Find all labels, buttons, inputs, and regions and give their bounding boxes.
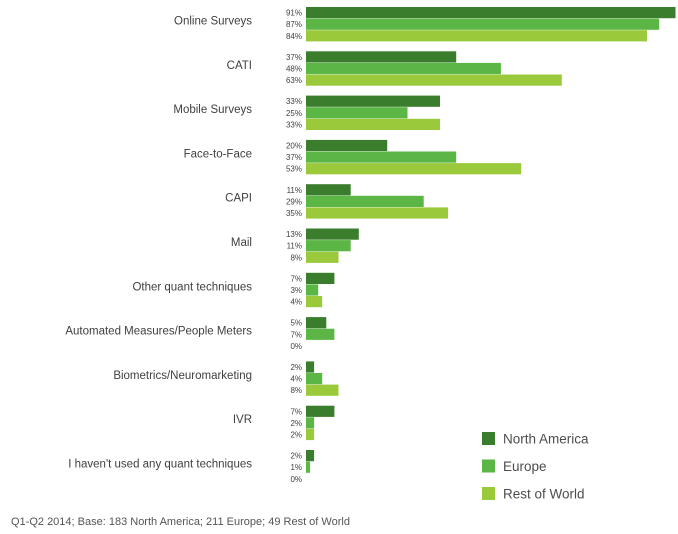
bar — [306, 51, 457, 63]
bar — [306, 450, 315, 462]
legend-swatch — [482, 432, 495, 445]
bar — [306, 428, 315, 441]
bar — [306, 461, 311, 473]
data-label: 33% — [286, 120, 302, 129]
data-label: 53% — [286, 165, 302, 174]
data-label: 5% — [290, 319, 302, 328]
data-label: 20% — [286, 142, 302, 151]
data-label: 2% — [290, 452, 302, 461]
data-label: 33% — [286, 97, 302, 106]
bar — [306, 251, 339, 263]
bar — [306, 373, 323, 385]
data-label: 37% — [286, 153, 302, 162]
category-label: CATI — [227, 60, 252, 72]
data-label: 7% — [290, 330, 302, 339]
bar — [306, 317, 327, 329]
data-label: 4% — [290, 298, 302, 307]
bar — [306, 328, 335, 340]
bar — [306, 18, 660, 30]
data-label: 25% — [286, 109, 302, 118]
data-label: 37% — [286, 53, 302, 62]
data-label: 11% — [287, 242, 302, 251]
legend-label: North America — [503, 432, 589, 447]
category-label: Online Surveys — [174, 16, 252, 28]
bar — [306, 405, 335, 417]
legend-swatch — [482, 487, 495, 500]
legend-label: Europe — [503, 459, 547, 474]
data-label: 8% — [290, 386, 302, 395]
category-label: I haven't used any quant techniques — [68, 459, 252, 471]
legend-label: Rest of World — [503, 487, 585, 502]
bar — [306, 95, 440, 107]
bar-chart: Online Surveys 91% 87% 84% CATI 37% 48% 63% Mobi… — [65, 7, 676, 502]
bar — [306, 207, 449, 219]
data-label: 0% — [290, 475, 302, 484]
category-label: Mail — [231, 237, 252, 249]
bar — [306, 30, 647, 42]
bar — [306, 163, 522, 175]
data-label: 35% — [286, 209, 302, 218]
data-label: 29% — [286, 197, 302, 206]
bar — [306, 296, 323, 308]
bar — [306, 139, 388, 152]
bar — [306, 284, 319, 296]
data-label: 7% — [290, 407, 302, 416]
bar — [306, 7, 676, 19]
bar — [306, 384, 339, 396]
bar — [306, 417, 315, 429]
legend-swatch — [482, 459, 495, 473]
data-label: 63% — [286, 76, 302, 85]
bar — [306, 74, 562, 86]
data-label: 1% — [290, 463, 302, 472]
bar — [306, 361, 315, 373]
data-label: 91% — [286, 9, 302, 18]
data-label: 0% — [290, 342, 302, 351]
bar — [306, 272, 335, 284]
data-label: 3% — [290, 286, 302, 295]
data-label: 8% — [290, 253, 302, 262]
category-label: Mobile Surveys — [173, 104, 252, 116]
bar — [306, 184, 351, 196]
bar — [306, 151, 457, 163]
data-label: 2% — [290, 431, 302, 440]
footnote: Q1-Q2 2014; Base: 183 North America; 211… — [11, 516, 350, 528]
data-label: 4% — [290, 375, 302, 384]
data-label: 87% — [286, 20, 302, 29]
bar — [306, 195, 424, 207]
bar — [306, 118, 440, 130]
bar — [306, 240, 351, 252]
category-label: Biometrics/Neuromarketing — [113, 370, 252, 382]
bar — [306, 107, 408, 119]
category-label: Face-to-Face — [184, 148, 252, 160]
data-label: 2% — [290, 419, 302, 428]
category-label: IVR — [233, 414, 252, 426]
category-label: Automated Measures/People Meters — [65, 326, 252, 338]
bar — [306, 228, 359, 240]
category-label: CAPI — [225, 193, 252, 205]
data-label: 11% — [287, 186, 302, 195]
bar — [306, 62, 501, 75]
data-label: 13% — [286, 230, 302, 239]
category-label: Other quant techniques — [132, 281, 252, 293]
data-label: 7% — [290, 274, 302, 283]
data-label: 48% — [286, 65, 302, 74]
data-label: 2% — [290, 363, 302, 372]
data-label: 84% — [286, 32, 302, 41]
